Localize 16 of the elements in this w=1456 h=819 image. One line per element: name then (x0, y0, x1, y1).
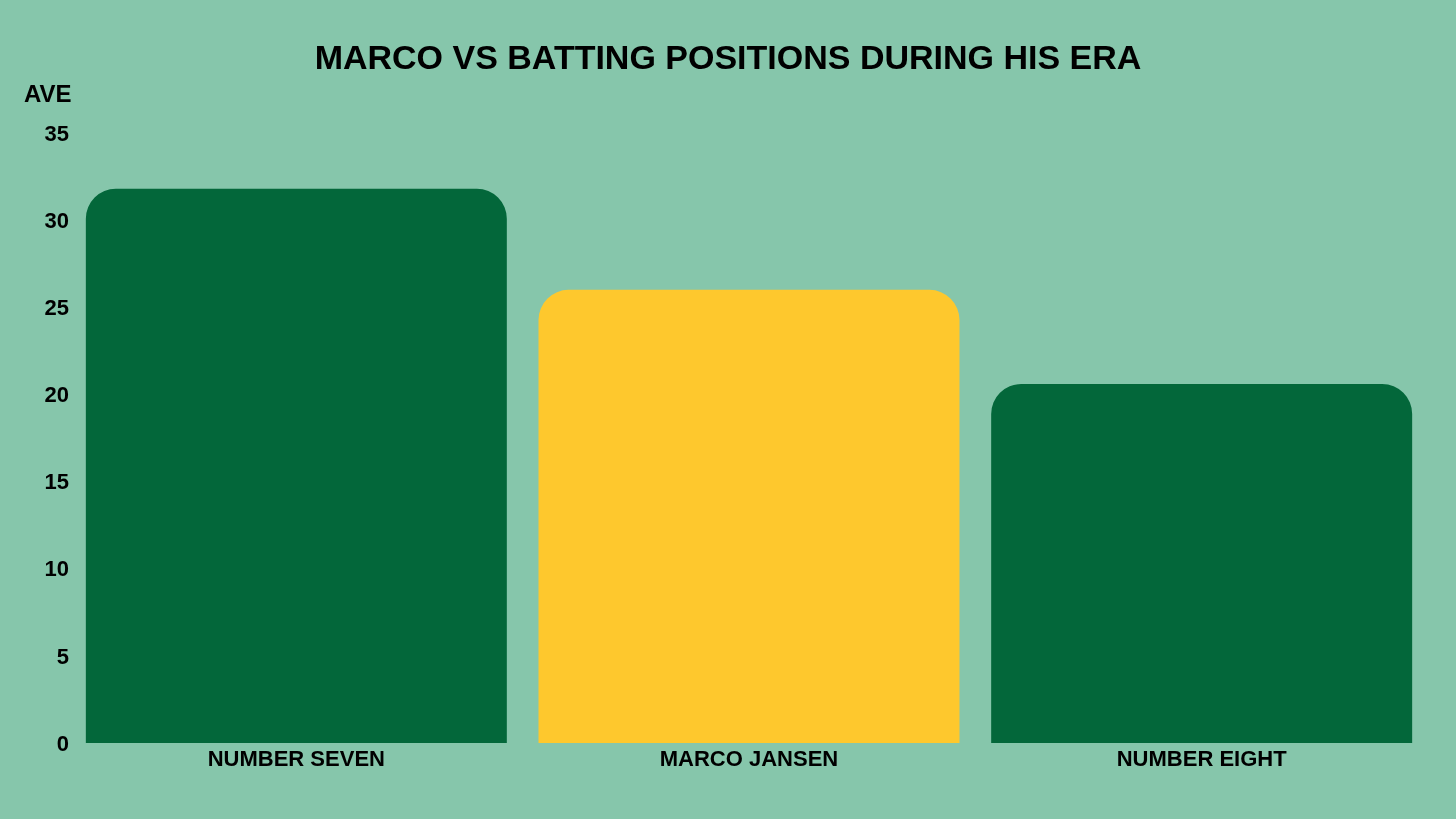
y-tick-label: 0 (56, 730, 69, 756)
y-axis-title: AVE (24, 80, 72, 107)
y-tick-label: 35 (44, 120, 69, 146)
x-tick-label: MARCO JANSEN (659, 746, 839, 771)
bar (538, 289, 960, 743)
x-tick-label: NUMBER EIGHT (1116, 746, 1288, 771)
y-tick-label: 5 (56, 643, 69, 669)
x-tick-label: NUMBER SEVEN (207, 746, 385, 771)
bar (85, 188, 507, 743)
bar (991, 383, 1413, 743)
y-tick-label: 25 (44, 294, 69, 320)
chart-title: MARCO VS BATTING POSITIONS DURING HIS ERA (314, 38, 1142, 77)
y-tick-label: 20 (44, 382, 69, 408)
y-tick-label: 15 (44, 469, 69, 495)
y-tick-label: 10 (44, 556, 69, 582)
y-tick-label: 30 (44, 207, 69, 233)
